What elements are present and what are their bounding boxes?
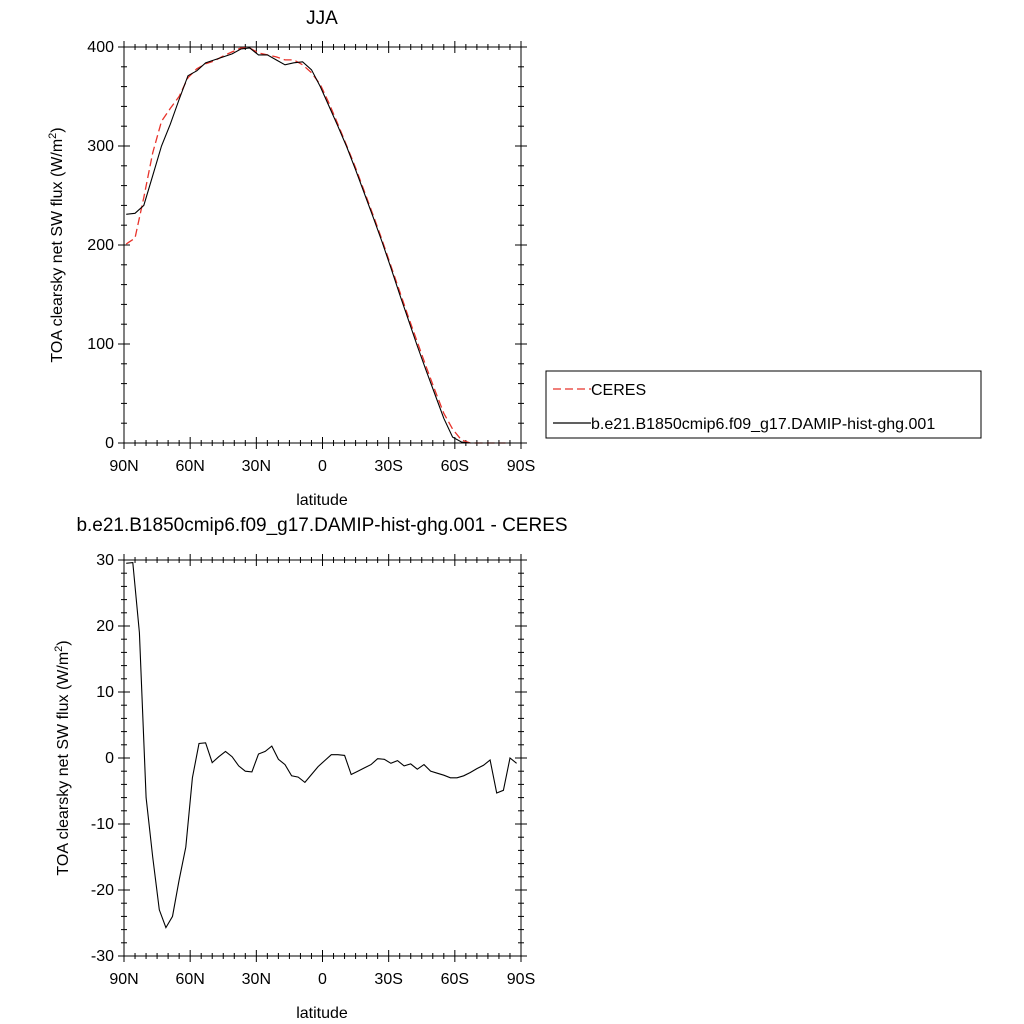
top-y-axis-label: TOA clearsky net SW flux (W/m2) (47, 127, 66, 362)
top-xtick-label: 60N (175, 458, 204, 475)
top-series-line-ceres (125, 47, 506, 444)
top-xtick-label: 30S (374, 458, 402, 475)
bottom-series-line-model (126, 561, 517, 929)
bottom-x-ticks: 90N 60N 30N 0 30S 60S 90S (109, 554, 535, 988)
legend-label-model: b.e21.B1850cmip6.f09_g17.DAMIP-hist-ghg.… (591, 416, 935, 433)
top-y-ticks: 0 100 200 300 400 (87, 39, 527, 452)
top-x-ticks: 90N 60N 30N 0 30S 60S 90S (109, 41, 535, 475)
top-ytick-label: 200 (87, 237, 114, 254)
bottom-ytick-label: 0 (105, 750, 114, 767)
top-ytick-label: 300 (87, 138, 114, 155)
bottom-ytick-label: -20 (91, 882, 114, 899)
bottom-ytick-label: -10 (91, 816, 114, 833)
bottom-xtick-label: 90S (507, 971, 535, 988)
top-series (125, 47, 506, 444)
top-ytick-label: 400 (87, 39, 114, 56)
bottom-xtick-label: 60N (175, 971, 204, 988)
bottom-plot-frame (123, 559, 522, 957)
legend-label-ceres: CERES (591, 382, 646, 399)
top-chart: JJA 0 100 200 300 400 90N 60N 30N 0 30S 60S 90S la… (47, 8, 982, 509)
bottom-ytick-label: 10 (96, 684, 114, 701)
bottom-xtick-label: 30S (374, 971, 402, 988)
bottom-ytick-label: -30 (91, 948, 114, 965)
top-ytick-label: 100 (87, 336, 114, 353)
top-xtick-label: 0 (318, 458, 327, 475)
bottom-xtick-label: 30N (242, 971, 271, 988)
top-x-axis-label: latitude (296, 492, 348, 509)
bottom-xtick-label: 60S (441, 971, 469, 988)
top-chart-title: JJA (306, 8, 338, 29)
bottom-chart-title: b.e21.B1850cmip6.f09_g17.DAMIP-hist-ghg.… (76, 515, 567, 536)
bottom-xtick-label: 0 (318, 971, 327, 988)
bottom-xtick-label: 90N (109, 971, 138, 988)
legend: CERES b.e21.B1850cmip6.f09_g17.DAMIP-his… (545, 370, 982, 439)
legend-box (545, 370, 982, 439)
top-series-line-model (126, 47, 506, 444)
bottom-y-ticks: -30 -20 -10 0 10 20 30 (91, 552, 527, 965)
bottom-chart: b.e21.B1850cmip6.f09_g17.DAMIP-hist-ghg.… (53, 515, 568, 1022)
bottom-x-axis-label: latitude (296, 1005, 348, 1022)
bottom-series (126, 561, 517, 929)
top-xtick-label: 30N (242, 458, 271, 475)
bottom-ytick-label: 20 (96, 618, 114, 635)
top-xtick-label: 90S (507, 458, 535, 475)
top-xtick-label: 90N (109, 458, 138, 475)
top-plot-frame (123, 46, 522, 444)
top-xtick-label: 60S (441, 458, 469, 475)
top-ytick-label: 0 (105, 435, 114, 452)
bottom-y-axis-label: TOA clearsky net SW flux (W/m2) (53, 640, 72, 875)
bottom-ytick-label: 30 (96, 552, 114, 569)
